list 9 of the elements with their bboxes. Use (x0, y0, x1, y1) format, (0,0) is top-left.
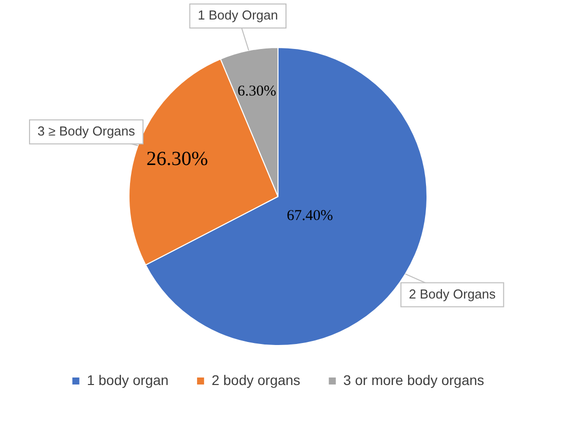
text: 1 Body Organ (198, 8, 278, 23)
legend-label: 1 body organ (86, 372, 169, 388)
text: 3 ≥ Body Organs (38, 124, 136, 138)
data-label: 6.30% (238, 83, 276, 100)
data-label: 67.40% (286, 208, 333, 224)
legend-label: 2 body organs (212, 372, 300, 388)
data-label: 26.30% (146, 148, 208, 170)
text: 2 Body Organs (408, 286, 496, 302)
legend-label: 3 or more body organs (343, 372, 484, 388)
